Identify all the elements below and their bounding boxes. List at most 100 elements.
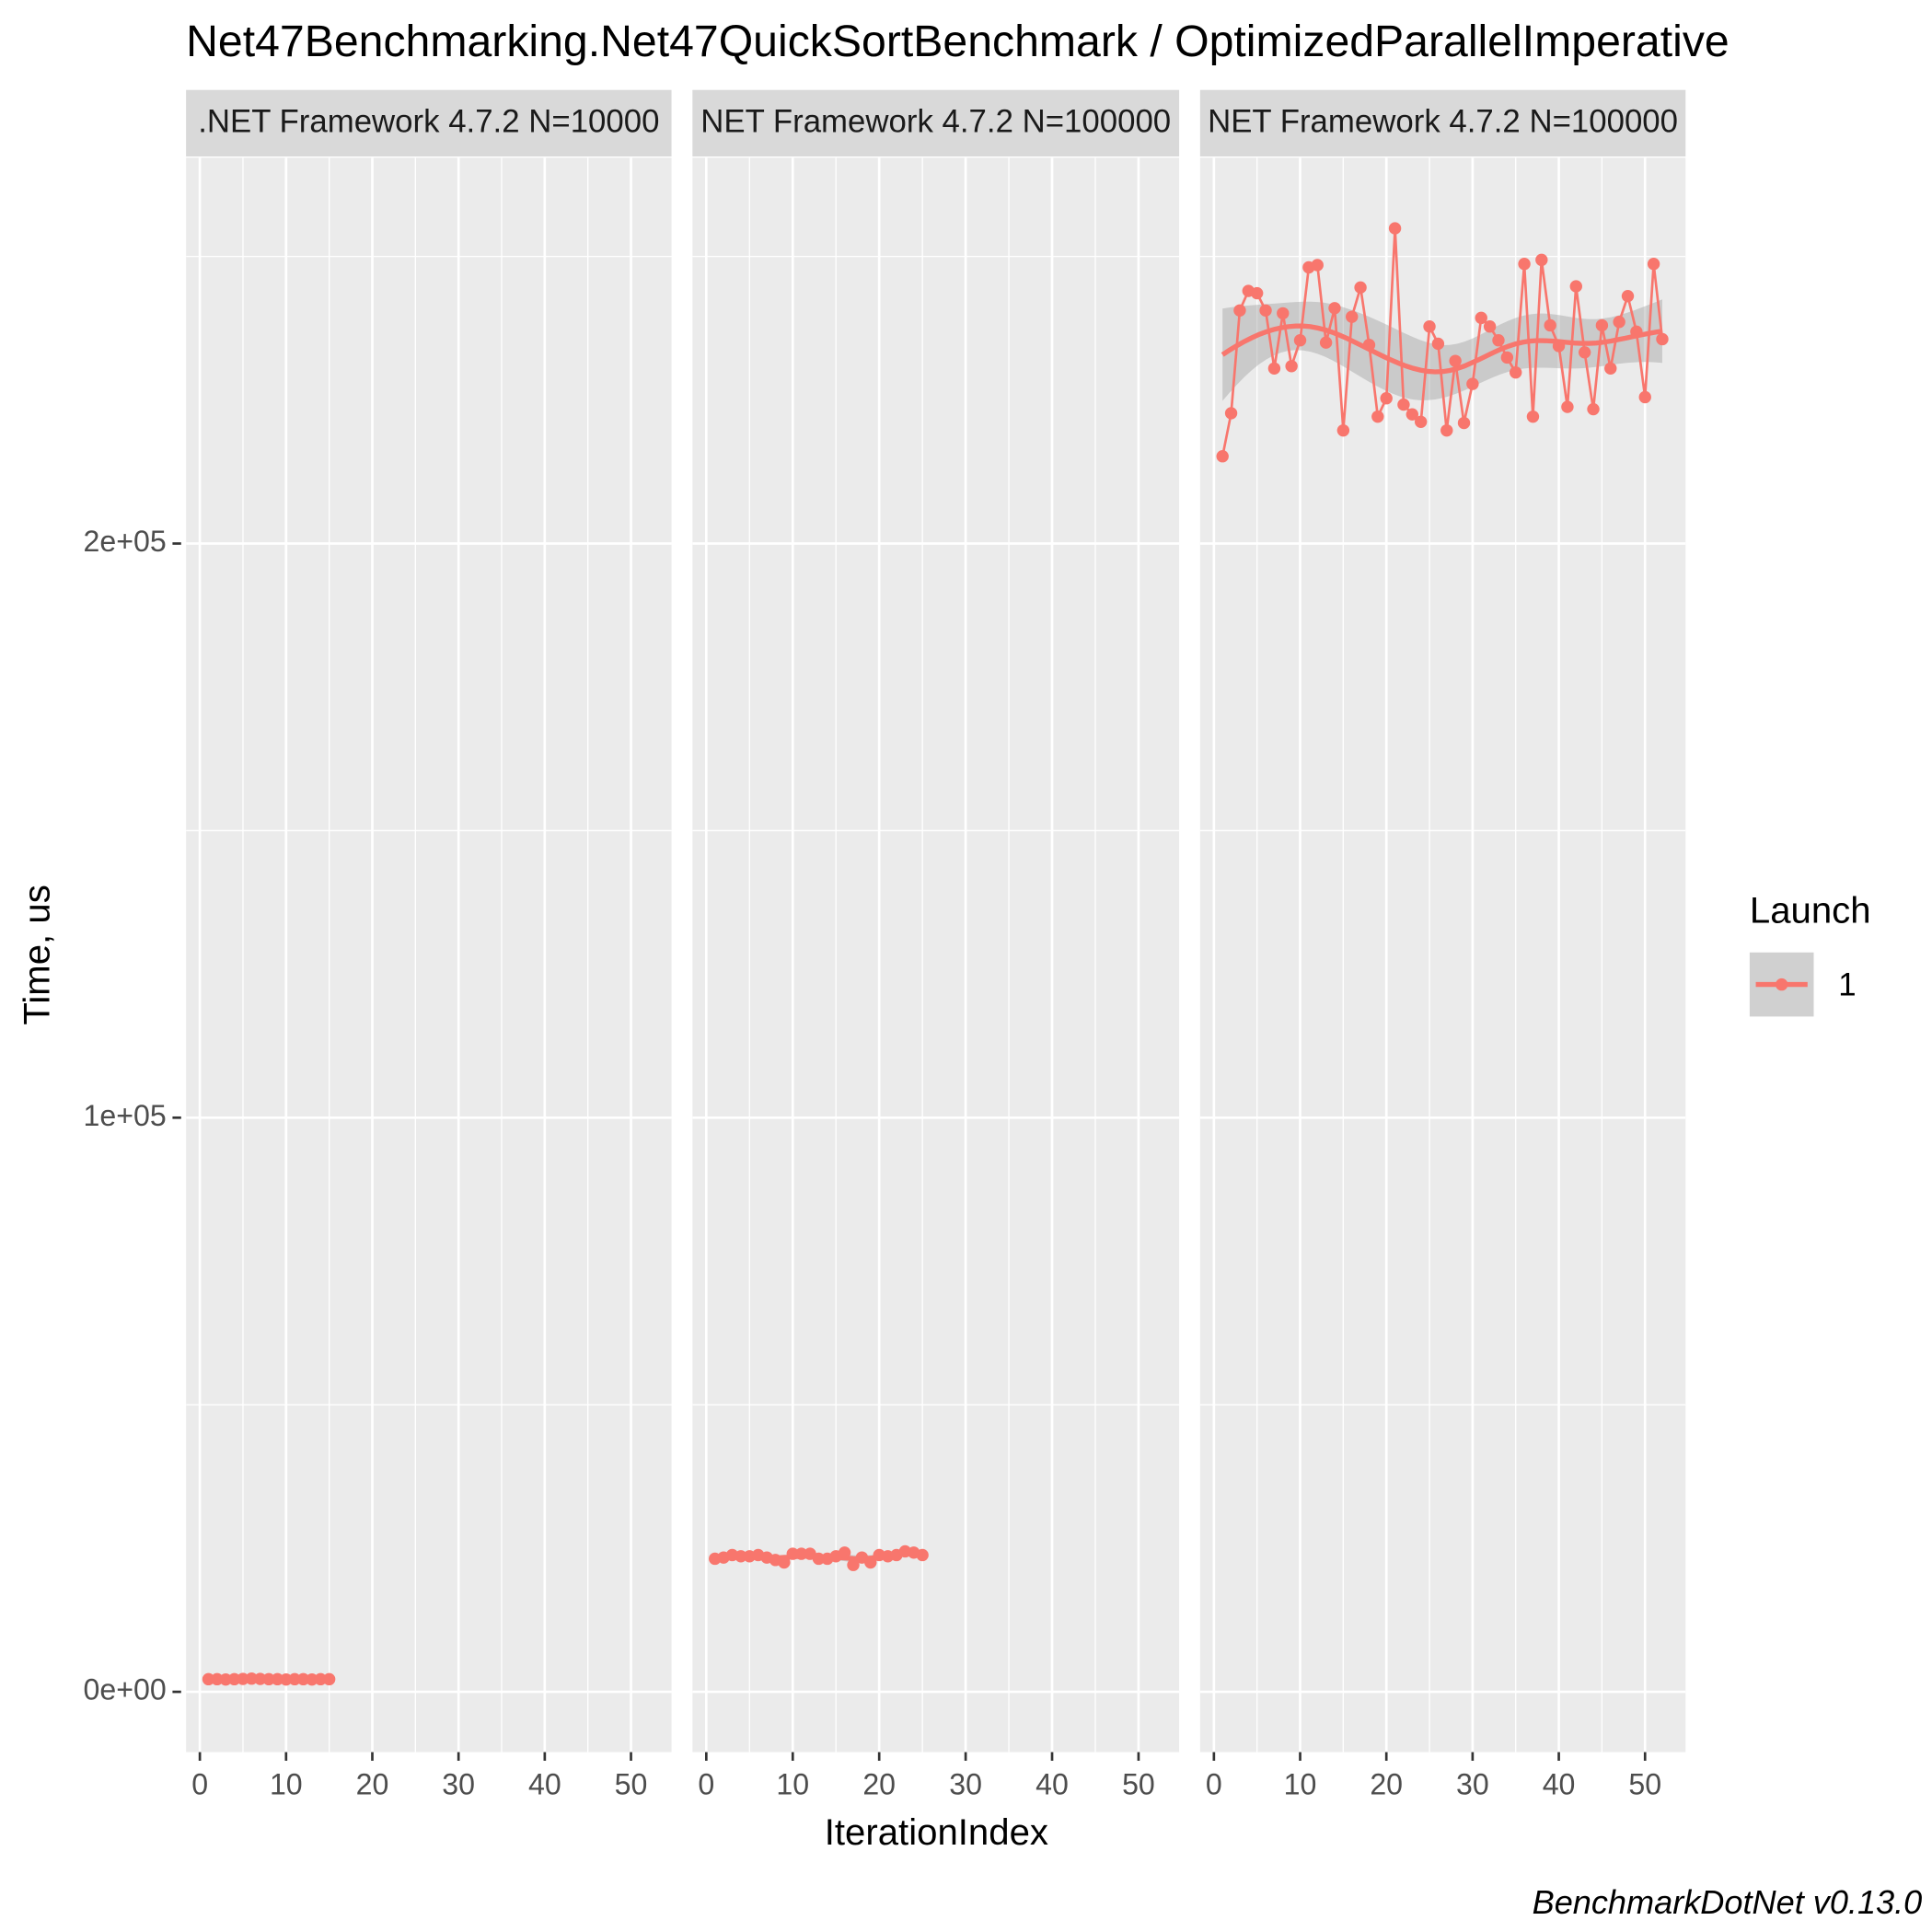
data-point bbox=[1285, 360, 1298, 373]
data-point bbox=[1423, 320, 1436, 333]
data-point bbox=[1535, 253, 1548, 267]
panel-background bbox=[186, 157, 672, 1753]
data-point bbox=[1346, 310, 1359, 323]
data-point bbox=[245, 1672, 259, 1685]
x-tick-label: 40 bbox=[1035, 1768, 1069, 1801]
data-point bbox=[1656, 332, 1669, 346]
data-point bbox=[1475, 311, 1487, 325]
x-tick-label: 10 bbox=[776, 1768, 809, 1801]
strip-label: NET Framework 4.7.2 N=100000 bbox=[700, 104, 1171, 140]
x-tick-label: 20 bbox=[356, 1768, 389, 1801]
data-point bbox=[1561, 400, 1574, 413]
data-point bbox=[1371, 410, 1384, 423]
data-point bbox=[202, 1672, 215, 1686]
data-point bbox=[794, 1547, 808, 1560]
x-tick-label: 0 bbox=[191, 1768, 208, 1801]
data-point bbox=[314, 1672, 327, 1686]
data-point bbox=[1431, 337, 1445, 351]
data-point bbox=[735, 1550, 747, 1563]
data-point bbox=[1224, 407, 1238, 420]
data-point bbox=[1362, 339, 1376, 352]
data-point bbox=[254, 1672, 267, 1685]
x-tick-label: 20 bbox=[862, 1768, 896, 1801]
data-point bbox=[1336, 423, 1350, 437]
data-point bbox=[1544, 318, 1556, 332]
data-point bbox=[262, 1672, 275, 1686]
data-point bbox=[1500, 351, 1514, 364]
data-point bbox=[1250, 286, 1264, 300]
data-point bbox=[1397, 398, 1410, 411]
data-point bbox=[1526, 410, 1540, 423]
data-point bbox=[864, 1556, 877, 1569]
data-point bbox=[1552, 340, 1566, 353]
data-point bbox=[1293, 334, 1307, 347]
data-point bbox=[306, 1672, 318, 1686]
data-point bbox=[1587, 402, 1600, 416]
data-point bbox=[1406, 408, 1418, 421]
data-point bbox=[1621, 289, 1635, 303]
strip-label: NET Framework 4.7.2 N=100000 bbox=[1208, 104, 1678, 140]
x-tick-label: 50 bbox=[1122, 1768, 1155, 1801]
legend-point bbox=[1775, 978, 1788, 991]
data-point bbox=[219, 1672, 232, 1686]
panel-background bbox=[1199, 157, 1686, 1753]
panel bbox=[186, 157, 672, 1753]
x-tick-label: 0 bbox=[1206, 1768, 1222, 1801]
x-tick-label: 50 bbox=[615, 1768, 648, 1801]
data-point bbox=[1595, 318, 1609, 332]
data-point bbox=[1380, 392, 1393, 405]
strip-background bbox=[1199, 89, 1686, 157]
panel bbox=[692, 157, 1180, 1753]
data-point bbox=[211, 1672, 224, 1686]
data-point bbox=[322, 1672, 336, 1686]
y-tick-label: 0e+00 bbox=[84, 1673, 167, 1706]
data-point bbox=[1457, 416, 1471, 430]
x-axis-label: IterationIndex bbox=[825, 1811, 1048, 1853]
x-tick-label: 30 bbox=[442, 1768, 475, 1801]
data-point bbox=[1578, 346, 1591, 359]
data-point bbox=[1388, 222, 1402, 235]
strip-background bbox=[692, 89, 1180, 157]
data-point bbox=[786, 1547, 799, 1560]
data-point bbox=[1259, 304, 1272, 317]
data-point bbox=[227, 1672, 241, 1686]
data-point bbox=[838, 1546, 851, 1559]
data-point bbox=[1518, 258, 1531, 271]
panel bbox=[1199, 157, 1686, 1753]
y-axis-label: Time, us bbox=[16, 885, 57, 1024]
data-point bbox=[237, 1672, 249, 1685]
data-point bbox=[778, 1556, 791, 1569]
data-point bbox=[1233, 304, 1246, 317]
y-tick-label: 1e+05 bbox=[84, 1099, 167, 1132]
caption: BenchmarkDotNet v0.13.0 bbox=[1533, 1883, 1923, 1921]
x-tick-label: 0 bbox=[698, 1768, 714, 1801]
panel-background bbox=[692, 157, 1180, 1753]
data-point bbox=[1492, 334, 1505, 347]
legend-title: Launch bbox=[1750, 890, 1871, 931]
smooth-line bbox=[1221, 323, 1663, 375]
x-tick-label: 10 bbox=[1284, 1768, 1317, 1801]
x-tick-label: 20 bbox=[1370, 1768, 1403, 1801]
data-point bbox=[271, 1672, 284, 1686]
data-point bbox=[1613, 316, 1625, 329]
data-point bbox=[847, 1558, 860, 1571]
data-point bbox=[1449, 354, 1462, 367]
x-tick-label: 30 bbox=[949, 1768, 982, 1801]
x-tick-label: 40 bbox=[528, 1768, 561, 1801]
data-point bbox=[1604, 362, 1617, 375]
data-point bbox=[1630, 325, 1643, 339]
strip-label: .NET Framework 4.7.2 N=10000 bbox=[198, 104, 659, 140]
data-point bbox=[280, 1672, 293, 1686]
x-tick-label: 10 bbox=[270, 1768, 303, 1801]
x-tick-label: 40 bbox=[1543, 1768, 1576, 1801]
strip-background bbox=[186, 89, 672, 157]
y-tick-label: 2e+05 bbox=[84, 525, 167, 558]
data-point bbox=[1277, 307, 1290, 320]
series-line bbox=[1221, 227, 1664, 457]
data-point bbox=[1510, 365, 1522, 379]
legend-label: 1 bbox=[1838, 966, 1856, 1002]
chart-title: Net47Benchmarking.Net47QuickSortBenchmar… bbox=[186, 17, 1730, 66]
data-point bbox=[1647, 258, 1660, 271]
x-tick-label: 30 bbox=[1456, 1768, 1489, 1801]
